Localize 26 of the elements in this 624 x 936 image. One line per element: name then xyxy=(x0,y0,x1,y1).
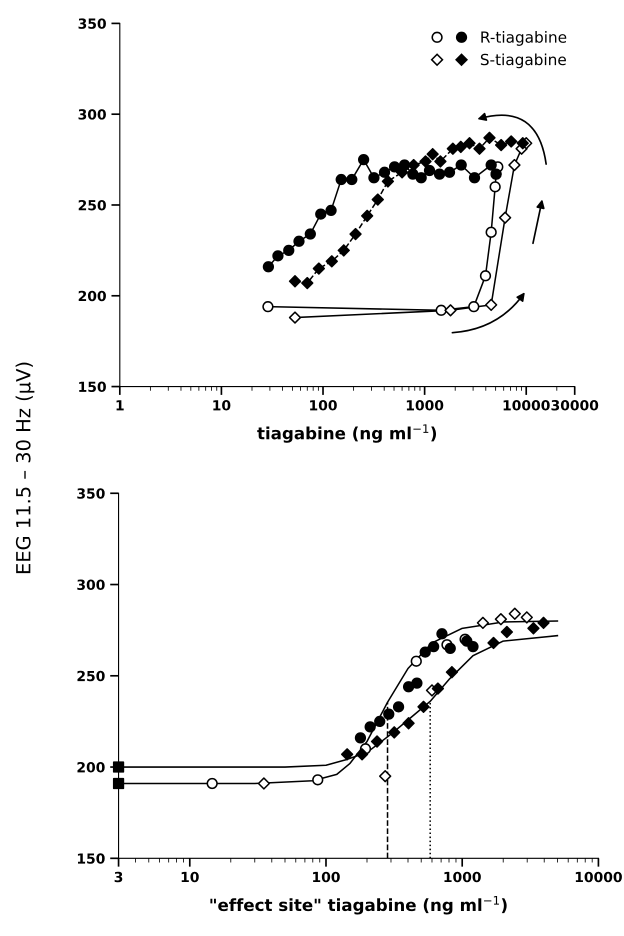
x-axis-title: tiagabine (ng ml$^{−1}$) xyxy=(257,424,436,443)
x-tick-label: 100 xyxy=(310,400,337,411)
x-axis-title: "effect site" tiagabine (ng ml$^{−1}$) xyxy=(210,896,507,915)
x-tick-label: 1000 xyxy=(444,872,481,882)
y-tick-label: 350 xyxy=(77,488,105,499)
y-tick-label: 300 xyxy=(78,109,106,120)
y-tick-label: 300 xyxy=(77,580,105,590)
y-tick-label: 250 xyxy=(78,200,106,210)
y-axis-title: EEG 11.5 – 30 Hz (μV) xyxy=(16,362,34,574)
y-tick-label: 350 xyxy=(78,18,106,29)
x-tick-label: 10 xyxy=(182,872,199,882)
x-tick-label: 3 xyxy=(114,872,122,882)
x-tick-label: 1000 xyxy=(406,400,444,411)
y-tick-label: 150 xyxy=(78,853,105,864)
x-tick-label: 30000 xyxy=(551,400,598,411)
y-tick-label: 200 xyxy=(77,762,105,773)
x-tick-label: 1 xyxy=(116,400,124,410)
x-tick-label: 10000 xyxy=(576,872,622,882)
x-tick-label: 100 xyxy=(313,872,340,882)
y-tick-label: 200 xyxy=(78,290,106,302)
x-tick-label: 10 xyxy=(213,400,230,411)
legend-label: S-tiagabine xyxy=(480,53,566,68)
x-tick-label: 10000 xyxy=(504,400,550,411)
y-tick-label: 250 xyxy=(77,670,105,682)
y-tick-label: 150 xyxy=(79,382,106,392)
legend-label: R-tiagabine xyxy=(481,31,566,46)
